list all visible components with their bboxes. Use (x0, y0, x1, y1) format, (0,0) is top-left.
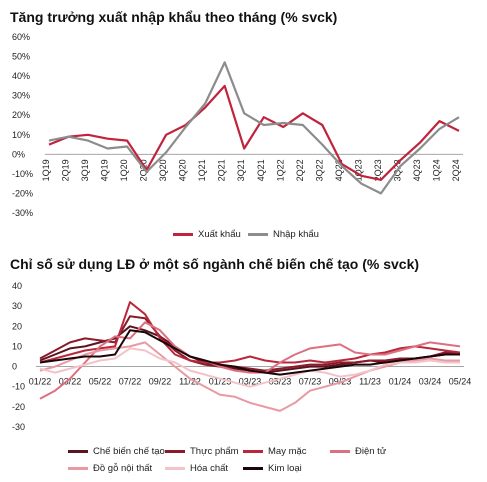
series-line-kim-loại (39, 329, 460, 376)
legend-label: Chế biến chế tạo (93, 446, 165, 457)
x-tick-label: 4Q22 (334, 159, 344, 181)
x-tick-label: 2Q21 (217, 159, 227, 181)
x-tick-label: 07/23 (299, 377, 322, 387)
series-line-hóa-chất (39, 347, 460, 388)
legend-item-do-go-noi-that: Đồ gỗ nội thất (68, 463, 152, 474)
x-tick-label: 4Q20 (178, 159, 188, 181)
export-import-chart: 60% 50% 40% 30% 20% 10% 0% -10% -20% -30% 1Q19 2Q19… (12, 32, 463, 218)
y-tick-label: 40% (12, 71, 30, 81)
x-tick-label: 4Q23 (412, 159, 422, 181)
x-tick-label: 2Q19 (61, 159, 71, 181)
x-tick-label: 4Q21 (256, 159, 266, 181)
series-line-chế-biến-chế-tạo (39, 325, 460, 374)
x-tick-label: 1Q24 (431, 159, 441, 181)
x-tick-label: 09/23 (329, 377, 352, 387)
series-line-thực-phẩm (39, 315, 460, 372)
legend-item-dien-tu: Điện tử (330, 446, 386, 457)
x-tick-label: 03/24 (419, 377, 442, 387)
x-tick-label: 1Q23 (353, 159, 363, 181)
y-tick-label: 0 (12, 362, 17, 372)
x-tick-label: 05/24 (449, 377, 472, 387)
y-tick-label: 30% (12, 91, 30, 101)
legend-item-may-mac: May mặc (243, 446, 307, 457)
legend-swatch (165, 467, 185, 470)
y-tick-label: -20 (12, 402, 25, 412)
x-tick-label: 03/23 (239, 377, 262, 387)
legend-swatch (165, 450, 185, 453)
chart-1-title: Tăng trưởng xuất nhập khẩu theo tháng (%… (10, 9, 338, 25)
x-tick-label: 2Q24 (451, 159, 461, 181)
x-tick-label: 05/22 (89, 377, 112, 387)
x-tick-label: 11/23 (359, 377, 381, 387)
x-tick-label: 3Q19 (80, 159, 90, 181)
y-tick-label: 10% (12, 130, 30, 140)
legend-swatch (243, 450, 263, 453)
legend-swatch (68, 467, 88, 470)
x-tick-label: 2Q22 (295, 159, 305, 181)
x-tick-label: 3Q21 (236, 159, 246, 181)
y-tick-label: -20% (12, 188, 33, 198)
y-tick-label: -10% (12, 169, 33, 179)
x-tick-label: 3Q20 (158, 159, 168, 181)
legend-item-xuat-khau: Xuất khẩu (173, 229, 241, 240)
chart-2-title: Chỉ số sử dụng LĐ ở một số ngành chế biế… (10, 256, 420, 272)
y-tick-label: 50% (12, 52, 30, 62)
series-line-may-mặc (39, 301, 461, 364)
legend-swatch-nhap-khau (248, 233, 268, 236)
y-tick-label: 10 (12, 341, 22, 351)
x-tick-label: 2Q23 (373, 159, 383, 181)
y-tick-label: 60% (12, 32, 30, 42)
legend-item-kim-loai: Kim loại (243, 463, 302, 474)
x-tick-label: 07/22 (119, 377, 142, 387)
y-tick-label: 20% (12, 110, 30, 120)
x-tick-label: 03/22 (59, 377, 82, 387)
legend-label: May mặc (268, 446, 307, 457)
x-tick-label: 4Q19 (100, 159, 110, 181)
x-tick-label: 01/22 (29, 377, 52, 387)
y-tick-label: 30 (12, 301, 22, 311)
y-tick-label: -10 (12, 382, 25, 392)
legend-swatch (68, 450, 88, 453)
series-line-nhập-khẩu (48, 61, 460, 195)
legend-label: Điện tử (355, 446, 387, 457)
legend-label: Kim loại (268, 463, 302, 474)
x-tick-label: 09/22 (149, 377, 172, 387)
legend-label: Nhập khẩu (273, 229, 319, 240)
legend-label: Đồ gỗ nội thất (93, 463, 153, 474)
legend-item-hoa-chat: Hóa chất (165, 463, 228, 474)
x-tick-label: 01/23 (209, 377, 232, 387)
legend-item-che-bien-che-tao: Chế biến chế tạo (68, 446, 165, 457)
series-line-xuất-khẩu (48, 84, 460, 181)
legend-label: Thực phẩm (190, 446, 239, 457)
legend-label: Xuất khẩu (198, 229, 241, 240)
series-line-điện-tử (39, 321, 461, 400)
x-tick-label: 01/24 (389, 377, 412, 387)
legend-label: Hóa chất (190, 463, 229, 474)
x-tick-label: 1Q20 (119, 159, 129, 181)
legend-swatch-xuat-khau (173, 233, 193, 236)
x-tick-label: 1Q22 (275, 159, 285, 181)
y-tick-label: 40 (12, 281, 22, 291)
x-tick-label: 05/23 (269, 377, 292, 387)
y-tick-label: 0% (12, 149, 25, 159)
x-tick-label: 2Q20 (139, 159, 149, 181)
legend-item-thuc-pham: Thực phẩm (165, 446, 239, 457)
legend-swatch (243, 467, 263, 470)
y-tick-label: -30% (12, 208, 33, 218)
x-tick-label: 1Q19 (41, 159, 51, 181)
series-line-đồ-gỗ-nội-thất (39, 341, 460, 412)
x-tick-label: 11/22 (179, 377, 201, 387)
y-tick-label: -30 (12, 422, 25, 432)
legend-swatch (330, 450, 350, 453)
y-tick-label: 20 (12, 321, 22, 331)
x-tick-label: 3Q22 (314, 159, 324, 181)
x-tick-label: 1Q21 (197, 159, 207, 181)
legend-item-nhap-khau: Nhập khẩu (248, 229, 319, 240)
